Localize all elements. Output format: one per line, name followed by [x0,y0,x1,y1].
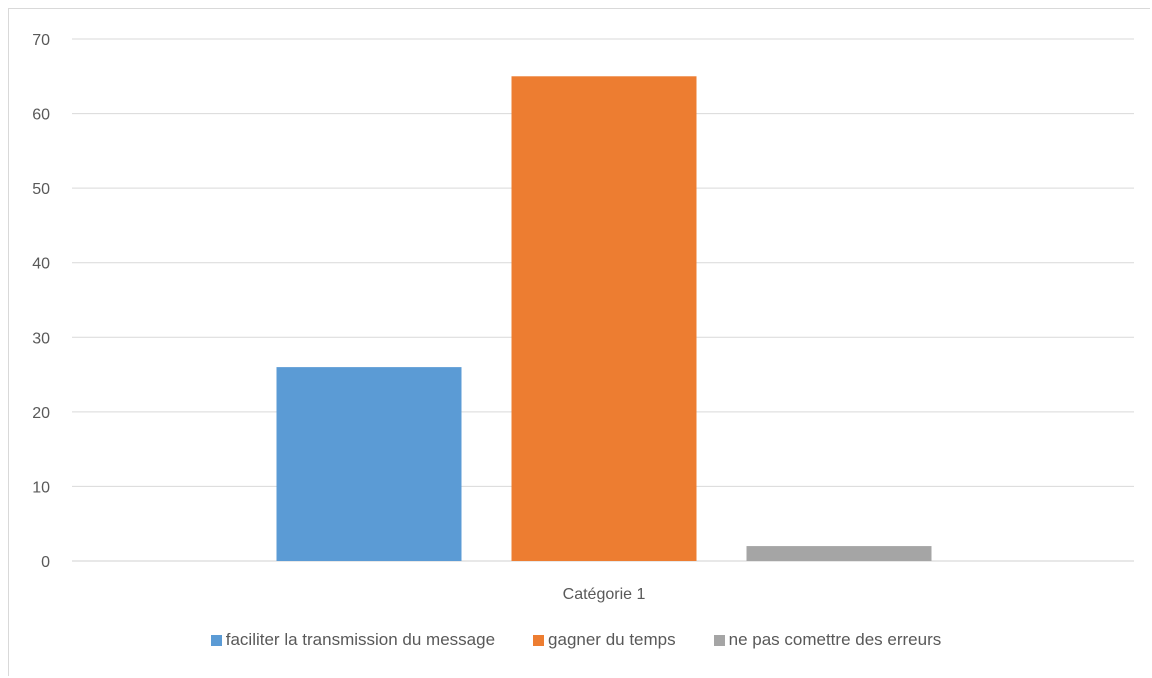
legend: faciliter la transmission du message gagn… [0,630,1152,650]
bar [511,76,697,562]
bar-chart: 0 10 20 30 40 50 60 70 Catégorie 1 [32,32,1134,603]
y-tick-label: 50 [32,181,50,198]
y-tick-label: 30 [32,330,50,347]
legend-label: ne pas comettre des erreurs [728,630,942,649]
y-tick-label: 0 [41,554,50,571]
legend-swatch [210,634,222,646]
bar [276,367,462,561]
legend-item: gagner du temps [533,630,676,650]
chart-frame [8,8,1150,676]
legend-item: faciliter la transmission du message [210,630,496,650]
x-category-label: Catégorie 1 [563,586,646,603]
y-tick-label: 60 [32,107,50,124]
y-tick-label: 40 [32,256,50,273]
bar [746,546,932,561]
legend-label: faciliter la transmission du message [225,630,496,649]
y-tick-label: 10 [32,479,50,496]
legend-swatch [713,634,725,646]
y-tick-label: 20 [32,405,50,422]
legend-label: gagner du temps [548,630,676,649]
legend-item: ne pas comettre des erreurs [713,630,942,650]
y-tick-label: 70 [32,32,50,49]
legend-swatch [533,634,545,646]
